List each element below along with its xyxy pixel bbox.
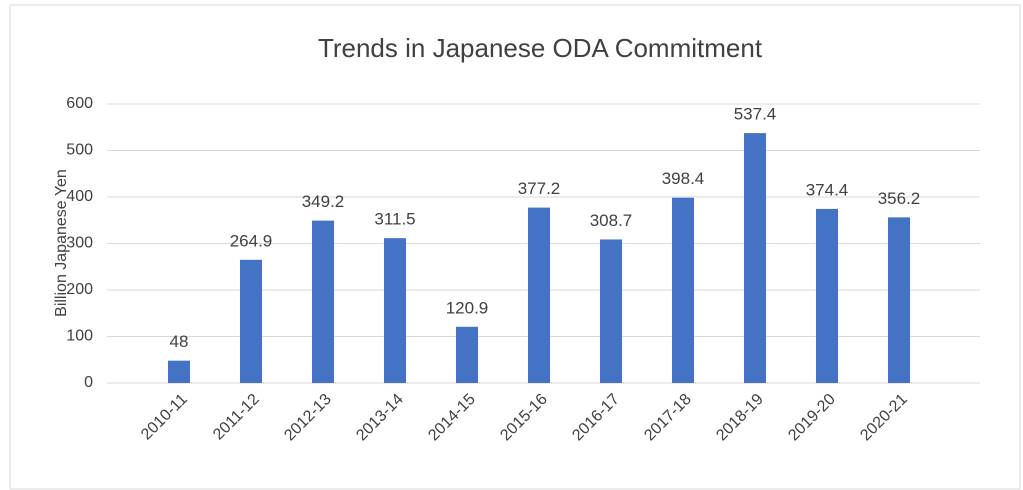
data-label: 120.9 xyxy=(446,298,489,317)
bar xyxy=(744,133,766,383)
bar xyxy=(312,220,334,383)
data-label: 311.5 xyxy=(374,210,415,229)
y-tick-label: 600 xyxy=(66,95,93,112)
data-label: 264.9 xyxy=(230,231,273,250)
bar xyxy=(528,207,550,383)
y-axis-label: Billion Japanese Yen xyxy=(53,169,70,317)
chart-border xyxy=(9,4,1021,490)
data-label: 349.2 xyxy=(302,192,345,211)
y-tick-label: 500 xyxy=(66,142,93,159)
bar xyxy=(384,238,406,383)
bar xyxy=(888,217,910,383)
y-tick-label: 0 xyxy=(84,374,93,391)
data-label: 398.4 xyxy=(662,169,705,188)
y-tick-label: 300 xyxy=(66,235,93,252)
chart-title: Trends in Japanese ODA Commitment xyxy=(318,33,763,63)
data-label: 48 xyxy=(170,332,189,351)
bar xyxy=(240,259,262,383)
y-tick-label: 100 xyxy=(66,328,93,345)
bar xyxy=(456,326,478,383)
data-label: 377.2 xyxy=(518,179,561,198)
y-tick-label: 400 xyxy=(66,188,93,205)
data-label: 374.4 xyxy=(806,180,849,199)
bar xyxy=(600,239,622,383)
bar xyxy=(168,360,190,383)
data-label: 356.2 xyxy=(878,189,921,208)
y-tick-label: 200 xyxy=(66,281,93,298)
bar xyxy=(672,197,694,383)
data-label: 537.4 xyxy=(734,105,777,124)
bar xyxy=(816,208,838,383)
data-label: 308.7 xyxy=(590,211,633,230)
